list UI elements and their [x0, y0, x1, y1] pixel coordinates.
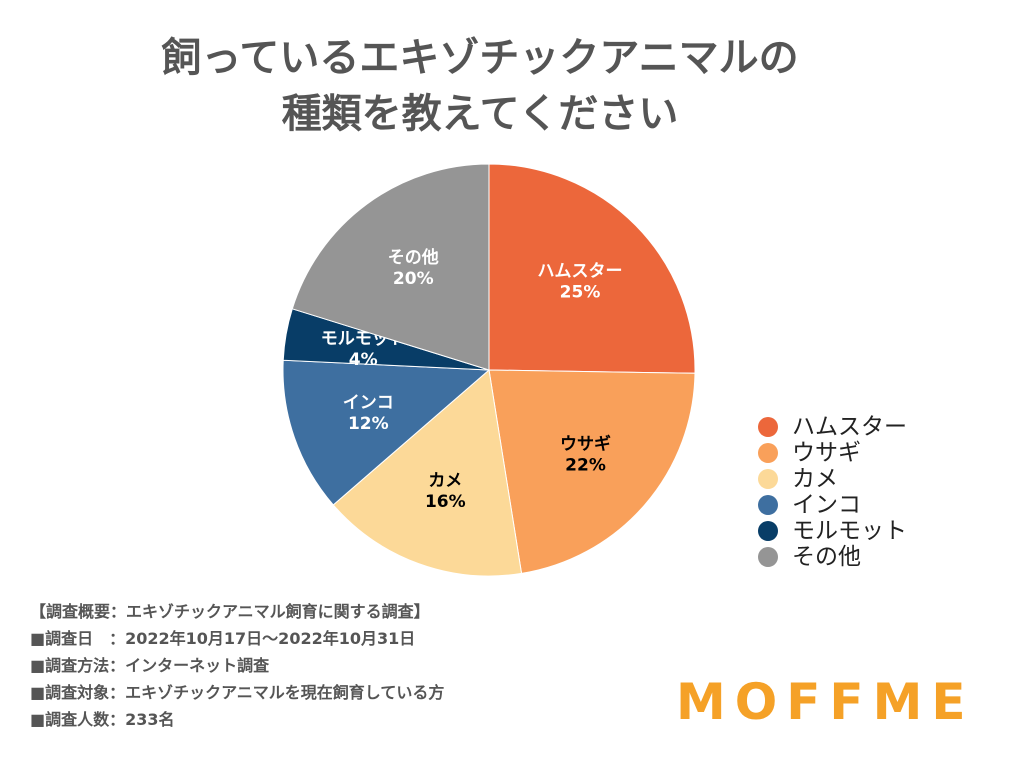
- legend-label-4: モルモット: [792, 518, 907, 544]
- survey-summary-heading: 【調査概要：エキゾチックアニマル飼育に関する調査】: [30, 602, 430, 621]
- pie-slice-label-3: インコ: [343, 393, 394, 413]
- legend-item-2: カメ: [758, 466, 907, 492]
- legend-swatch-2: [758, 469, 778, 489]
- legend-item-5: その他: [758, 544, 907, 570]
- legend-swatch-0: [758, 417, 778, 437]
- survey-method: ■調査方法：インターネット調査: [30, 656, 270, 675]
- survey-count: ■調査人数：233名: [30, 710, 175, 729]
- pie-slice-value-0: 25%: [560, 282, 601, 302]
- legend-item-3: インコ: [758, 492, 907, 518]
- legend-label-3: インコ: [792, 492, 861, 518]
- legend-item-1: ウサギ: [758, 440, 907, 466]
- chart-title-line-2: 種類を教えてください: [281, 91, 679, 137]
- survey-target: ■調査対象：エキゾチックアニマルを現在飼育している方: [30, 683, 445, 702]
- pie-slice-2: [332, 369, 523, 577]
- pie-slice-0: [488, 163, 696, 374]
- chart-title-line-1: 飼っているエキゾチックアニマルの: [161, 35, 799, 81]
- pie-slice-label-0: ハムスター: [538, 261, 623, 281]
- survey-date: ■調査日 ：2022年10月17日～2022年10月31日: [30, 629, 416, 648]
- moffme-logo: MOFFME: [676, 673, 975, 731]
- pie-slice-label-5: その他: [388, 247, 439, 268]
- legend-swatch-4: [758, 521, 778, 541]
- legend-item-4: モルモット: [758, 518, 907, 544]
- pie-slice-value-1: 22%: [565, 456, 606, 476]
- pie-slice-5: [291, 163, 490, 371]
- pie-slice-label-2: カメ: [428, 471, 462, 491]
- legend-swatch-5: [758, 547, 778, 567]
- pie-slice-3: [282, 359, 491, 506]
- pie-slice-value-4: 4%: [349, 350, 378, 370]
- legend-label-2: カメ: [792, 466, 838, 492]
- legend-swatch-3: [758, 495, 778, 515]
- legend-swatch-1: [758, 443, 778, 463]
- chart-legend: ハムスター ウサギ カメ インコ モルモット その他: [758, 414, 907, 570]
- pie-slice-label-1: ウサギ: [560, 435, 611, 455]
- pie-slice-value-2: 16%: [425, 492, 466, 512]
- legend-item-0: ハムスター: [758, 414, 907, 440]
- legend-label-0: ハムスター: [792, 414, 907, 440]
- legend-label-5: その他: [792, 544, 861, 570]
- chart-title: 飼っているエキゾチックアニマルの 種類を教えてください: [0, 30, 960, 142]
- pie-slice-value-5: 20%: [393, 269, 434, 289]
- legend-label-1: ウサギ: [792, 440, 861, 466]
- survey-summary: 【調査概要：エキゾチックアニマル飼育に関する調査】 ■調査日 ：2022年10月…: [30, 598, 444, 733]
- pie-slice-value-3: 12%: [348, 414, 389, 434]
- pie-slice-1: [488, 369, 696, 574]
